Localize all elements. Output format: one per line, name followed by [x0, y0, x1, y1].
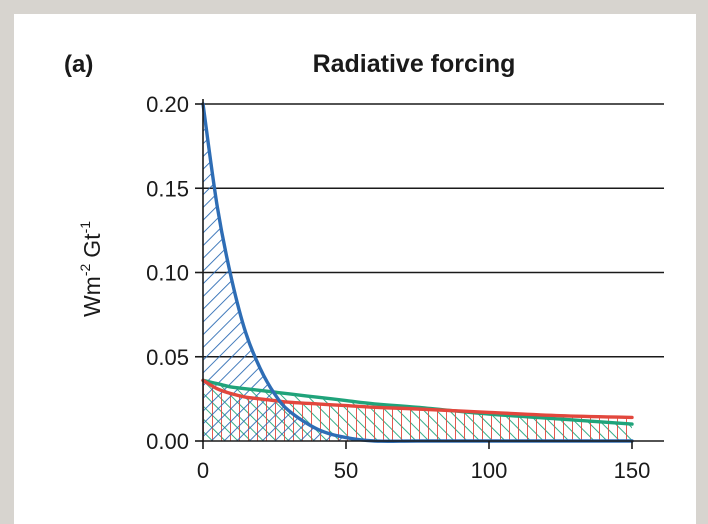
y-tick-label-3: 0.15 [146, 176, 189, 201]
y-tick-label-0: 0.00 [146, 429, 189, 454]
svg-text:Wm-2Gt-1: Wm-2 Gt-1 [77, 221, 105, 317]
y-axis-label: Wm-2 Gt-1 [77, 221, 105, 317]
grid-lines [203, 103, 664, 358]
radiative-forcing-chart: (a) Radiative forcing Wm-2Gt-1 0.000.050… [64, 50, 664, 483]
area-blue [203, 104, 632, 442]
x-tick-label-0: 0 [197, 458, 209, 483]
y-tick-label-2: 0.10 [146, 261, 189, 286]
tick-labels: 0.00 0.05 0.10 0.15 0.20 0 50 100 150 [146, 92, 650, 483]
y-axis-unit-2-exponent: -1 [77, 221, 93, 234]
panel-label: (a) [64, 51, 93, 78]
y-axis-unit-1-exponent: -2 [77, 263, 93, 276]
y-tick-label-1: 0.05 [146, 345, 189, 370]
y-tick-label-4: 0.20 [146, 92, 189, 117]
x-tick-label-1: 50 [334, 458, 358, 483]
series-line-red [201, 378, 634, 420]
y-axis-unit-1: Wm [79, 276, 105, 317]
x-tick-label-2: 100 [471, 458, 508, 483]
figure-panel: (a) Radiative forcing Wm-2Gt-1 0.00 0.05 0… [14, 14, 696, 524]
x-tick-label-3: 150 [614, 458, 651, 483]
chart-title: Radiative forcing [313, 50, 516, 78]
axes [195, 99, 664, 449]
y-axis-unit-2: Gt [79, 233, 105, 258]
